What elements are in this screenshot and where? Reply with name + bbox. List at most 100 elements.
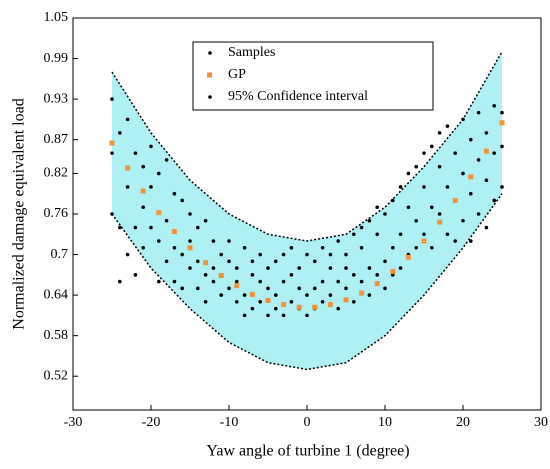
sample-point [328, 252, 333, 257]
x-axis-label: Yaw angle of turbine 1 (degree) [206, 443, 409, 460]
legend-marker [208, 95, 212, 99]
sample-point [133, 273, 138, 277]
x-tick-label: -20 [142, 415, 161, 430]
sample-point [164, 158, 169, 162]
sample-point [469, 191, 473, 196]
sample-point [149, 144, 153, 149]
sample-point [219, 252, 223, 257]
sample-point [391, 198, 395, 203]
x-tick-label: 30 [534, 415, 548, 430]
sample-point [227, 286, 231, 291]
sample-point [320, 279, 325, 284]
sample-point [289, 273, 294, 277]
sample-point [320, 300, 325, 304]
sample-point [461, 218, 465, 223]
sample-point [164, 218, 169, 223]
sample-point [188, 212, 192, 216]
gp-point [156, 210, 162, 216]
sample-point [484, 131, 489, 135]
sample-point [500, 144, 504, 149]
sample-point [484, 178, 489, 183]
sample-point [281, 279, 286, 284]
sample-point [125, 117, 130, 122]
sample-point [375, 273, 380, 277]
sample-point [172, 191, 177, 196]
sample-point [398, 185, 403, 189]
confidence-bound [111, 51, 503, 242]
gp-point [483, 148, 489, 154]
x-tick-label: 10 [378, 415, 392, 430]
x-tick-label: 0 [304, 415, 311, 430]
sample-point [313, 286, 317, 291]
sample-point [219, 293, 223, 297]
sample-point [313, 259, 317, 264]
sample-point [125, 185, 130, 189]
sample-point [430, 205, 434, 210]
sample-point [484, 225, 489, 230]
sample-point [258, 279, 263, 284]
sample-point [406, 171, 411, 176]
sample-point [375, 205, 380, 210]
sample-point [118, 279, 122, 284]
sample-point [118, 131, 122, 135]
legend-box [192, 41, 434, 111]
sample-point [414, 218, 419, 223]
sample-point [258, 300, 263, 304]
sample-point [196, 259, 200, 264]
sample-point [383, 259, 387, 264]
y-tick-label: 0.58 [44, 328, 69, 343]
gp-point [327, 302, 333, 308]
sample-point [336, 306, 341, 311]
y-tick-label: 0.64 [44, 287, 69, 302]
sample-point [476, 212, 481, 216]
sample-point [250, 273, 255, 277]
sample-point [445, 185, 450, 189]
sample-point [367, 266, 372, 270]
sample-point [157, 239, 161, 243]
legend-marker [208, 51, 212, 55]
sample-point [367, 218, 372, 223]
sample-point [406, 205, 411, 210]
sample-point [110, 97, 114, 101]
sample-point [476, 110, 481, 115]
y-tick-label: 0.52 [44, 368, 69, 383]
sample-point [133, 225, 138, 230]
sample-point [258, 252, 263, 257]
sample-point [297, 266, 302, 270]
sample-point [492, 198, 497, 203]
sample-point [274, 259, 278, 264]
sample-point [398, 266, 403, 270]
sample-point [383, 212, 387, 216]
gp-point [374, 281, 380, 287]
sample-point [203, 273, 208, 277]
sample-point [235, 279, 239, 284]
sample-point [188, 266, 192, 270]
sample-point [149, 225, 153, 230]
sample-point [422, 185, 426, 189]
sample-point [180, 198, 184, 203]
gp-point [281, 302, 287, 308]
y-axis-label: Normalized damage equivalent load [11, 98, 28, 329]
sample-point [250, 259, 255, 264]
sample-point [430, 245, 434, 250]
sample-point [367, 293, 372, 297]
gp-point [359, 290, 365, 296]
sample-point [398, 232, 403, 237]
gp-point [125, 165, 131, 171]
gp-point [249, 291, 255, 297]
gp-point [421, 238, 427, 244]
sample-point [196, 225, 200, 230]
gp-point [140, 188, 146, 194]
sample-point [281, 313, 286, 318]
sample-point [266, 313, 270, 318]
sample-point [469, 239, 473, 243]
gp-point [437, 219, 443, 225]
sample-point [320, 245, 325, 250]
sample-point [492, 104, 497, 108]
x-tick-label: -30 [64, 415, 83, 430]
legend-label: GP [228, 67, 246, 82]
gp-point [499, 120, 505, 126]
gp-point [109, 140, 115, 146]
sample-point [500, 185, 504, 189]
